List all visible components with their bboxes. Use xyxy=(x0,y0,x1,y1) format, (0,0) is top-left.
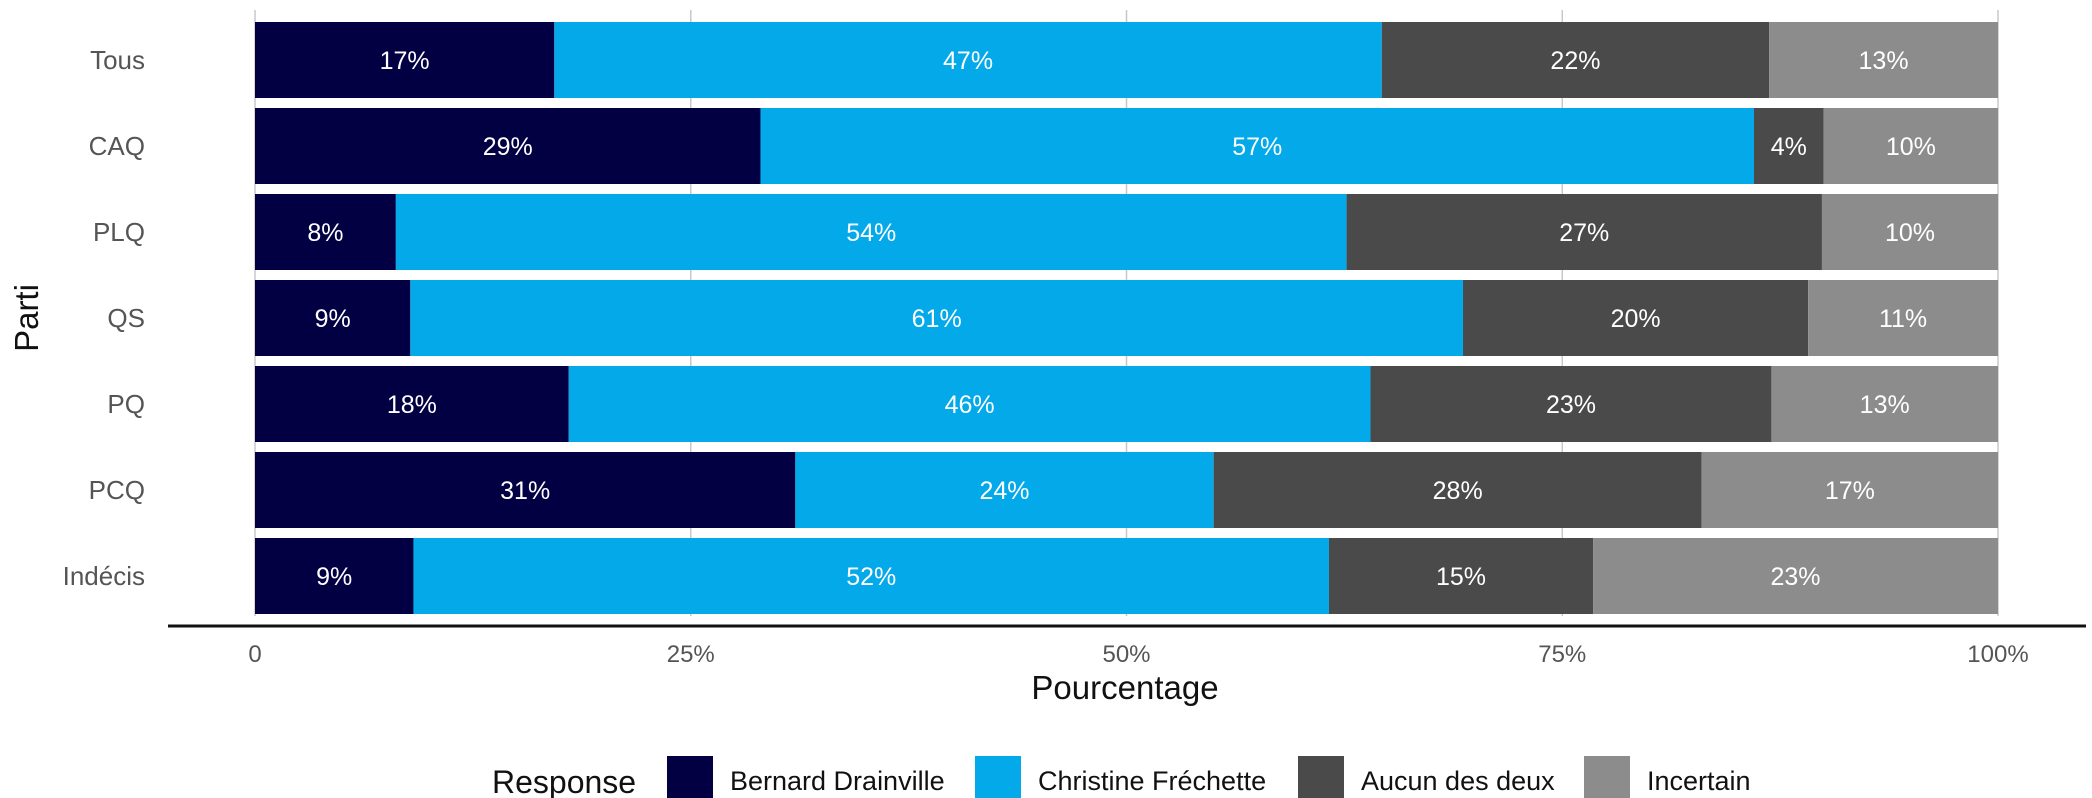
bar-segment xyxy=(1370,366,1772,442)
data-label: 20% xyxy=(1611,305,1661,333)
data-label: 23% xyxy=(1771,563,1821,591)
data-label: 18% xyxy=(387,391,437,419)
legend-label: Incertain xyxy=(1647,766,1751,796)
x-tick-labels: 0 25% 50% 75% 100% xyxy=(248,641,2028,668)
legend-swatch xyxy=(1584,756,1630,798)
data-label: 17% xyxy=(380,47,430,75)
data-label: 27% xyxy=(1559,219,1609,247)
data-label: 47% xyxy=(943,47,993,75)
data-label: 54% xyxy=(846,219,896,247)
bar-segment xyxy=(795,452,1214,528)
data-label: 46% xyxy=(945,391,995,419)
legend-title: Response xyxy=(492,764,636,798)
category-label: Indécis xyxy=(63,561,145,591)
bar-segment xyxy=(413,538,1329,614)
x-tick-label: 0 xyxy=(248,641,261,668)
bar-segment xyxy=(1701,452,1998,528)
bar-segment xyxy=(1753,108,1824,184)
data-label: 13% xyxy=(1860,391,1910,419)
data-label: 9% xyxy=(315,305,351,333)
bar-segment xyxy=(1593,538,1998,614)
bar-segment xyxy=(255,108,761,184)
bar-segment xyxy=(1821,194,1998,270)
legend-swatch xyxy=(975,756,1021,798)
category-label: Tous xyxy=(90,45,145,75)
bar-segment xyxy=(255,538,414,614)
bar-segment xyxy=(1463,280,1809,356)
x-tick-label: 25% xyxy=(667,641,715,668)
data-label: 4% xyxy=(1771,133,1807,161)
data-label: 11% xyxy=(1879,305,1927,333)
bar-segment xyxy=(1328,538,1594,614)
legend-swatch xyxy=(1298,756,1344,798)
data-label: 15% xyxy=(1436,563,1486,591)
legend: Response Bernard Drainville Christine Fré… xyxy=(492,756,1751,798)
bar-segment xyxy=(395,194,1347,270)
x-tick-label: 50% xyxy=(1102,641,1150,668)
data-label: 61% xyxy=(912,305,962,333)
bar-segment xyxy=(760,108,1754,184)
bar-segment xyxy=(1381,22,1770,98)
data-label: 8% xyxy=(307,219,343,247)
data-label: 23% xyxy=(1546,391,1596,419)
bar-segment xyxy=(554,22,1382,98)
bar-segment xyxy=(255,366,569,442)
category-label: CAQ xyxy=(89,131,145,161)
bar-segment xyxy=(1213,452,1702,528)
bar-segment xyxy=(410,280,1464,356)
y-axis-title: Parti xyxy=(8,284,45,352)
x-tick-label: 100% xyxy=(1967,641,2028,668)
bars: 17% 47% 22% 13% 29% 57% 4% 10% 8% 54% 27% 10% 9% 61% 2… xyxy=(255,22,1998,614)
category-label: PLQ xyxy=(93,217,145,247)
data-label: 52% xyxy=(846,563,896,591)
data-label: 17% xyxy=(1825,477,1875,505)
legend-label: Christine Fréchette xyxy=(1038,766,1266,796)
bar-segment xyxy=(255,280,411,356)
category-label: PCQ xyxy=(89,475,145,505)
bar-segment xyxy=(1823,108,1998,184)
data-label: 31% xyxy=(500,477,550,505)
bar-segment xyxy=(255,194,396,270)
x-axis-title: Pourcentage xyxy=(1031,669,1218,706)
data-label: 9% xyxy=(316,563,352,591)
data-label: 24% xyxy=(979,477,1029,505)
data-label: 10% xyxy=(1886,133,1936,161)
bar-segment xyxy=(255,22,555,98)
category-label: QS xyxy=(107,303,145,333)
legend-label: Aucun des deux xyxy=(1361,766,1555,796)
data-label: 13% xyxy=(1859,47,1909,75)
data-label: 10% xyxy=(1885,219,1935,247)
category-labels: Tous CAQ PLQ QS PQ PCQ Indécis xyxy=(63,45,145,591)
bar-segment xyxy=(1346,194,1822,270)
bar-segment xyxy=(255,452,796,528)
legend-label: Bernard Drainville xyxy=(730,766,945,796)
legend-swatch xyxy=(667,756,713,798)
category-label: PQ xyxy=(107,389,145,419)
data-label: 57% xyxy=(1232,133,1282,161)
data-label: 29% xyxy=(483,133,533,161)
bar-segment xyxy=(1771,366,1998,442)
data-label: 28% xyxy=(1433,477,1483,505)
bar-segment xyxy=(568,366,1371,442)
bar-segment xyxy=(1769,22,1998,98)
bar-segment xyxy=(1808,280,1998,356)
x-tick-label: 75% xyxy=(1538,641,1586,668)
data-label: 22% xyxy=(1550,47,1600,75)
